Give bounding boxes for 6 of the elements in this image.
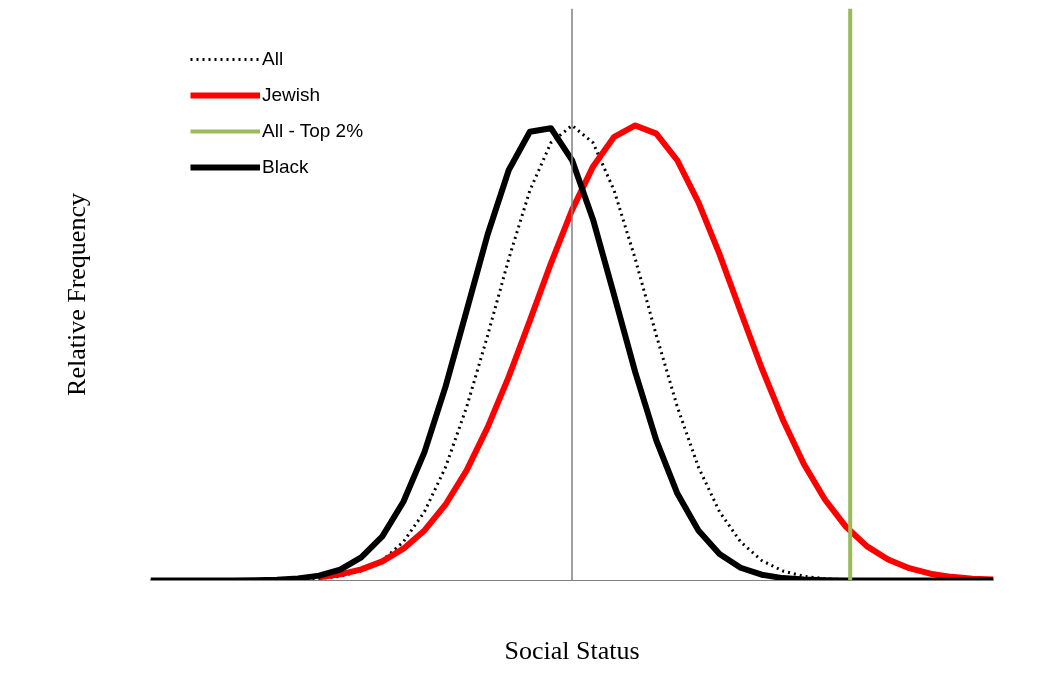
x-axis-title: Social Status	[504, 635, 640, 665]
text: All - Top 2%	[262, 120, 364, 141]
legend-label: Black	[262, 156, 309, 178]
legend-label: All	[262, 48, 284, 70]
y-axis-title: Relative Frequency	[61, 193, 91, 396]
legend-label: Jewish	[262, 84, 321, 106]
